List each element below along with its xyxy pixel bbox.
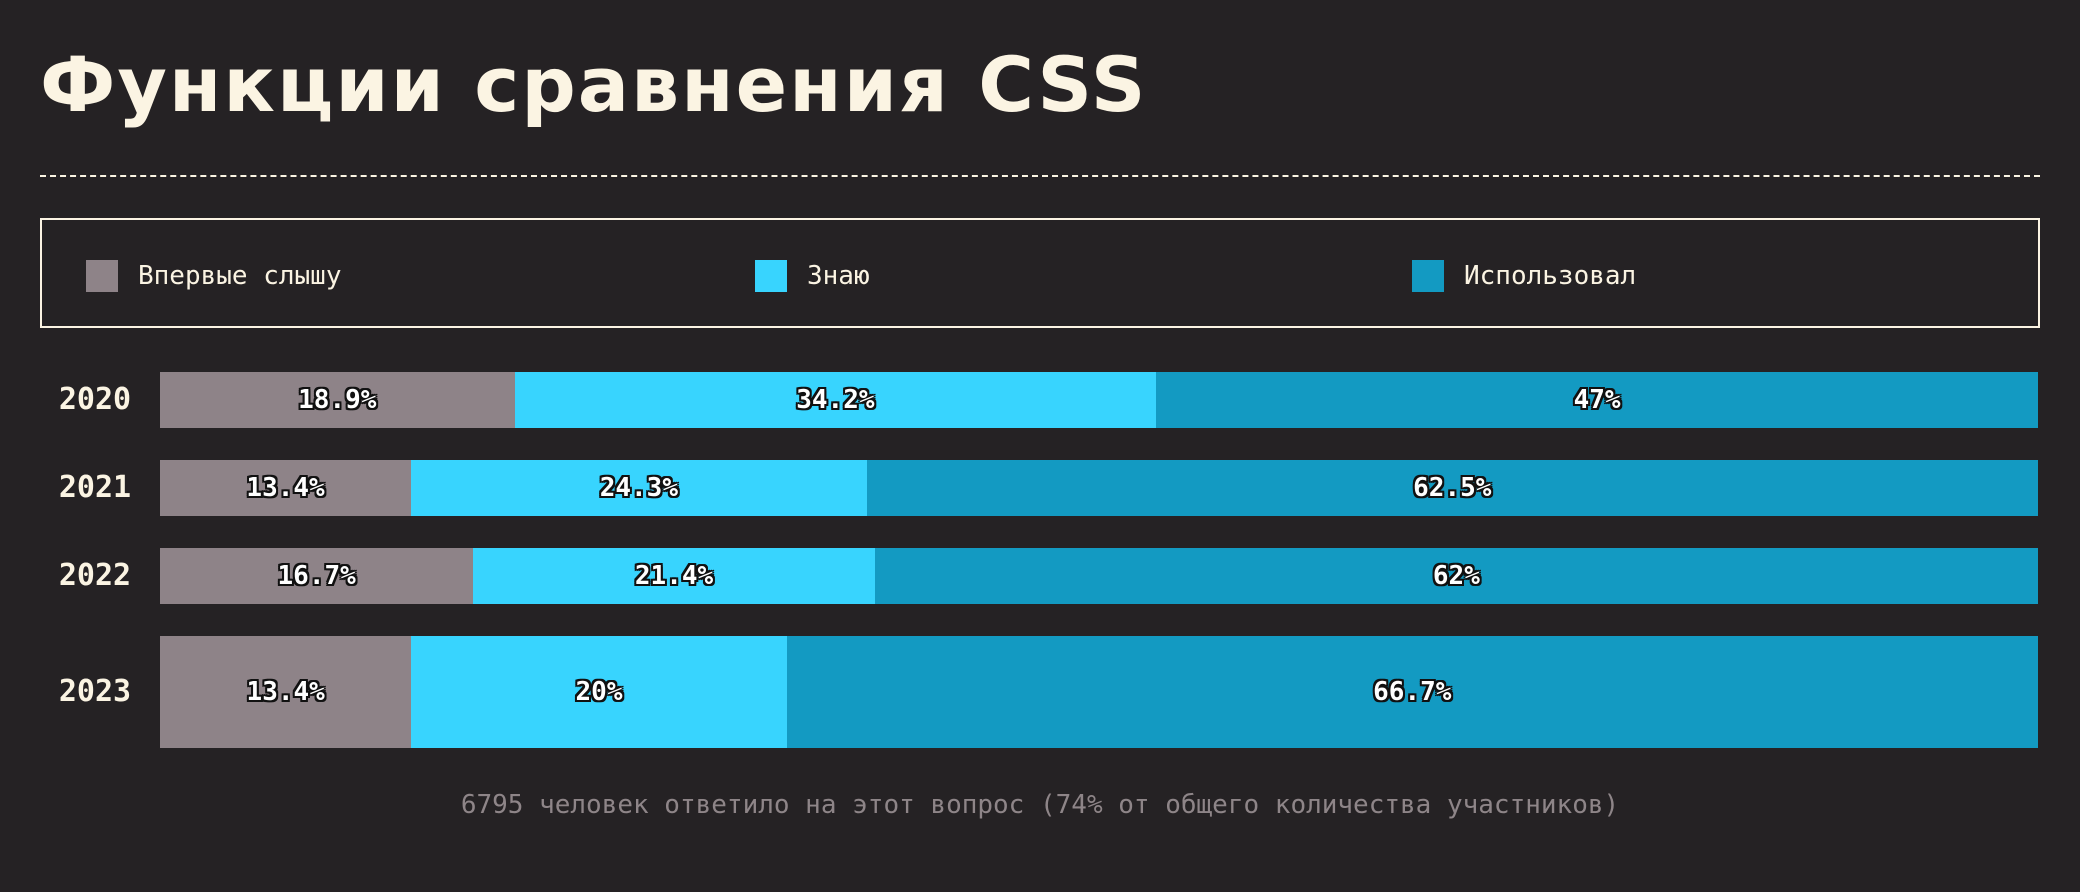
bar-row: 13.4% 20% 66.7%: [160, 636, 2038, 748]
bar-value-label: 47%: [1573, 385, 1621, 415]
bar-value-label: 13.4%: [246, 473, 325, 503]
legend-label-used: Использовал: [1464, 261, 1637, 291]
legend-swatch-used: [1412, 260, 1444, 292]
chart-title: Функции сравнения CSS: [40, 40, 1148, 129]
respondents-footnote: 6795 человек ответило на этот вопрос (74…: [460, 790, 1620, 820]
bar-segment: 34.2%: [514, 372, 1157, 428]
bar-segment: 47%: [1156, 372, 2038, 428]
bar-row: 16.7% 21.4% 62%: [160, 548, 2038, 604]
legend-item-used: Использовал: [1412, 260, 1636, 292]
bar-segment: 13.4%: [160, 636, 412, 748]
legend-label-first-time: Впервые слышу: [138, 261, 342, 291]
bar-value-label: 16.7%: [277, 561, 356, 591]
bar-row: 18.9% 34.2% 47%: [160, 372, 2038, 428]
legend-swatch-first-time: [86, 260, 118, 292]
legend-item-know: Знаю: [755, 260, 870, 292]
bar-segment: 18.9%: [160, 372, 515, 428]
bar-segment: 66.7%: [786, 636, 2038, 748]
bar-value-label: 24.3%: [599, 473, 678, 503]
bar-value-label: 21.4%: [634, 561, 714, 591]
legend-label-know: Знаю: [807, 261, 870, 291]
bar-segment: 21.4%: [473, 548, 875, 604]
title-divider: [40, 175, 2040, 177]
bar-segment: 62.5%: [866, 460, 2038, 516]
legend: Впервые слышу Знаю Использовал: [40, 218, 2040, 328]
bar-row: 13.4% 24.3% 62.5%: [160, 460, 2038, 516]
year-label: 2022: [58, 558, 132, 593]
legend-item-first-time: Впервые слышу: [86, 260, 342, 292]
bar-value-label: 62%: [1432, 561, 1480, 591]
bar-value-label: 62.5%: [1413, 473, 1492, 503]
bar-value-label: 34.2%: [796, 385, 875, 415]
bar-segment: 24.3%: [411, 460, 867, 516]
legend-swatch-know: [755, 260, 787, 292]
year-label: 2020: [58, 382, 132, 417]
bar-value-label: 13.4%: [246, 677, 325, 707]
year-label: 2023: [58, 674, 132, 709]
bar-segment: 62%: [874, 548, 2038, 604]
bar-segment: 13.4%: [160, 460, 412, 516]
bar-value-label: 18.9%: [298, 385, 377, 415]
bar-value-label: 20%: [575, 677, 623, 707]
year-label: 2021: [58, 470, 132, 505]
bar-value-label: 66.7%: [1373, 677, 1452, 707]
bar-segment: 20%: [411, 636, 787, 748]
bar-segment: 16.7%: [160, 548, 474, 604]
